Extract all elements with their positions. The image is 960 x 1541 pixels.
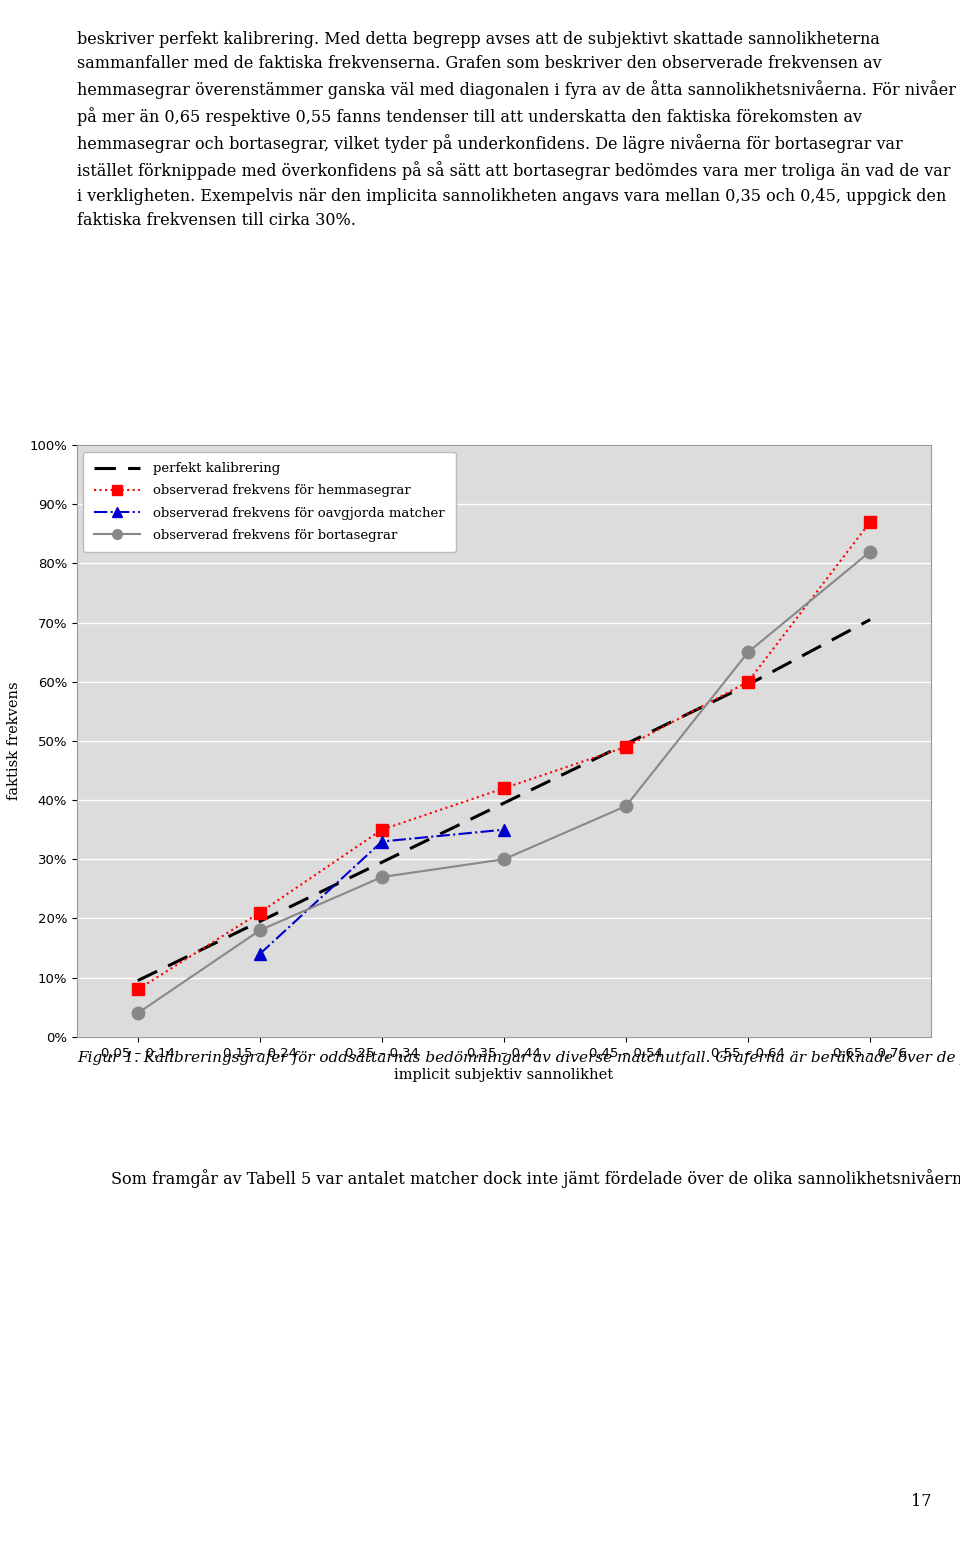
Text: Figur 1. Kalibreringsgrafer för oddsättarnas bedömningar av diverse matchutfall.: Figur 1. Kalibreringsgrafer för oddsätta…: [77, 1051, 960, 1065]
Legend: perfekt kalibrering, observerad frekvens för hemmasegrar, observerad frekvens fö: perfekt kalibrering, observerad frekvens…: [84, 452, 455, 553]
X-axis label: implicit subjektiv sannolikhet: implicit subjektiv sannolikhet: [395, 1068, 613, 1082]
Text: 17: 17: [911, 1493, 931, 1510]
Text: beskriver perfekt kalibrering. Med detta begrepp avses att de subjektivt skattad: beskriver perfekt kalibrering. Med detta…: [77, 31, 956, 228]
Text: Som framgår av Tabell 5 var antalet matcher dock inte jämt fördelade över de oli: Som framgår av Tabell 5 var antalet matc…: [111, 1170, 960, 1188]
Y-axis label: faktisk frekvens: faktisk frekvens: [7, 681, 21, 800]
